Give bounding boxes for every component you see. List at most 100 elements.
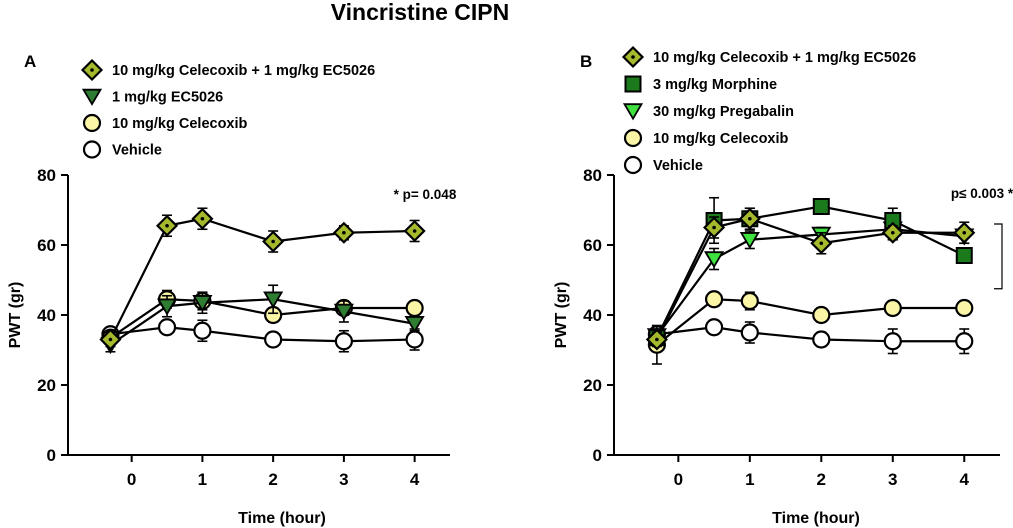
panel-a-point-vehicle-2 — [193, 321, 212, 340]
panel-a-point-10-mg-kg-celecoxib-1-mg-kg-ec5026-5-dot — [412, 229, 417, 233]
panel-b-x-tick-label-3: 3 — [888, 470, 897, 489]
panel-b-point-30-mg-kg-pregabalin-2 — [739, 232, 760, 250]
panel-b-point-10-mg-kg-celecoxib-4 — [883, 298, 902, 318]
panel-b-point-vehicle-1 — [704, 318, 724, 337]
figure-title: Vincristine CIPN — [331, 0, 510, 25]
panel-a-point-vehicle-4 — [334, 332, 353, 351]
panel-b-point-10-mg-kg-celecoxib-1-mg-kg-ec5026-1-dot — [712, 225, 716, 230]
panel-a-y-tick-label-60: 60 — [37, 236, 56, 255]
panel-b-series-10-mg-kg-celecoxib — [647, 290, 974, 365]
panel-a-line-10-mg-kg-celecoxib-1-mg-kg-ec5026 — [109, 217, 415, 340]
panel-a-legend-label-vehicle: Vehicle — [112, 143, 162, 159]
panel-a-y-tick-label-0: 0 — [47, 446, 56, 465]
panel-b-legend-marker-3-mg-kg-morphine — [624, 75, 642, 93]
panel-b-line-3-mg-kg-morphine — [655, 205, 965, 339]
panel-a-point-vehicle-3 — [264, 330, 283, 349]
panel-a-point-10-mg-kg-celecoxib-1-mg-kg-ec5026-3-dot — [271, 239, 275, 244]
panel-a-point-10-mg-kg-celecoxib-1-mg-kg-ec5026-2-dot — [200, 216, 205, 221]
panel-a-point-1-mg-kg-ec5026-4 — [333, 303, 354, 321]
panel-a-point-10-mg-kg-celecoxib-1-mg-kg-ec5026-5 — [403, 219, 426, 243]
panel-b-point-10-mg-kg-celecoxib-1-mg-kg-ec5026-0 — [645, 328, 668, 351]
panel-b-y-tick-label-20: 20 — [583, 376, 602, 395]
panel-a-legend-marker-1-mg-kg-ec5026 — [81, 88, 103, 106]
panel-b-line-10-mg-kg-celecoxib-1-mg-kg-ec5026 — [655, 217, 965, 341]
panel-a-y-tick-label-40: 40 — [37, 306, 56, 325]
panel-a-legend: 10 mg/kg Celecoxib + 1 mg/kg EC5026 1 mg/… — [80, 58, 375, 159]
panel-a-line-1-mg-kg-ec5026 — [109, 298, 415, 346]
panel-b-legend-marker-10-mg-kg-celecoxib — [623, 128, 643, 148]
panel-a-legend-label-10-mg-kg-celecoxib: 10 mg/kg Celecoxib — [112, 116, 248, 132]
panel-a-point-1-mg-kg-ec5026-3 — [263, 291, 284, 309]
panel-a-legend-marker-10-mg-kg-celecoxib — [82, 113, 102, 133]
panel-b-line-vehicle — [656, 326, 965, 343]
panel-a-point-10-mg-kg-celecoxib-1-mg-kg-ec5026-3 — [262, 230, 285, 253]
panel-b-point-10-mg-kg-celecoxib-1 — [704, 290, 724, 309]
panel-a-x-tick-label-3: 3 — [339, 470, 348, 489]
panel-b-legend-label-vehicle: Vehicle — [653, 158, 703, 174]
panel-a-point-10-mg-kg-celecoxib-1-mg-kg-ec5026-1 — [155, 214, 179, 237]
panel-b-point-3-mg-kg-morphine-5 — [955, 247, 973, 264]
panel-a: A 0 20 40 60 80 0 1 2 3 4 Time (hour) PWT (gr) 10 mg/… — [7, 52, 457, 527]
panel-b-legend-marker-10-mg-kg-celecoxib-1-mg-kg-ec5026 — [621, 45, 645, 69]
panel-b-point-vehicle-4 — [883, 332, 902, 351]
panel-b-point-vehicle-5 — [955, 332, 974, 351]
panel-a-point-10-mg-kg-celecoxib-1-mg-kg-ec5026-0 — [99, 328, 122, 351]
panel-b-point-10-mg-kg-celecoxib-1-mg-kg-ec5026-3-dot — [819, 241, 824, 246]
panel-b-point-30-mg-kg-pregabalin-1 — [704, 251, 725, 269]
panel-b-point-10-mg-kg-celecoxib-1-mg-kg-ec5026-0-dot — [655, 337, 659, 342]
panel-a-line-10-mg-kg-celecoxib — [109, 298, 415, 339]
panel-a-y-tick-label-20: 20 — [37, 376, 56, 395]
panel-b-legend-marker-vehicle — [623, 155, 643, 175]
panel-a-point-1-mg-kg-ec5026-5 — [404, 316, 425, 334]
panel-a-legend-marker-vehicle — [82, 140, 102, 159]
panel-b-y-tick-label-0: 0 — [593, 446, 602, 465]
panel-a-significance-annotation: * p= 0.048 — [394, 187, 457, 202]
panel-b-point-vehicle-3 — [812, 330, 831, 349]
panel-a-point-10-mg-kg-celecoxib-1-mg-kg-ec5026-4-dot — [342, 230, 346, 235]
panel-b-series-vehicle — [647, 318, 974, 355]
panel-b-legend-label-10-mg-kg-celecoxib-1-mg-kg-ec5026: 10 mg/kg Celecoxib + 1 mg/kg EC5026 — [653, 50, 916, 66]
panel-b-legend-marker-10-mg-kg-celecoxib-1-mg-kg-ec5026-dot — [631, 55, 635, 59]
panel-b-point-3-mg-kg-morphine-3 — [812, 198, 830, 215]
panel-b-line-10-mg-kg-celecoxib — [656, 298, 965, 346]
panel-a-legend-label-1-mg-kg-ec5026: 1 mg/kg EC5026 — [112, 90, 223, 106]
panel-a-point-1-mg-kg-ec5026-2 — [192, 295, 213, 313]
panel-b-x-tick-label-4: 4 — [960, 470, 970, 489]
panel-b-legend-label-10-mg-kg-celecoxib: 10 mg/kg Celecoxib — [653, 131, 789, 147]
panel-a-legend-label-10-mg-kg-celecoxib-1-mg-kg-ec5026: 10 mg/kg Celecoxib + 1 mg/kg EC5026 — [112, 63, 375, 79]
panel-b-point-10-mg-kg-celecoxib-1-mg-kg-ec5026-4-dot — [890, 230, 895, 235]
panel-b: B 0 20 40 60 80 0 1 2 3 4 Time (hour) PWT (gr) 10 mg/… — [553, 45, 1013, 527]
panel-a-x-tick-label-0: 0 — [127, 470, 136, 489]
panel-a-point-10-mg-kg-celecoxib-1-mg-kg-ec5026-1-dot — [165, 223, 169, 228]
panel-b-point-10-mg-kg-celecoxib-2 — [740, 291, 759, 311]
panel-b-x-tick-label-2: 2 — [817, 470, 826, 489]
panel-b-legend-marker-30-mg-kg-pregabalin — [622, 103, 644, 121]
panel-b-legend: 10 mg/kg Celecoxib + 1 mg/kg EC5026 3 mg/… — [621, 45, 916, 175]
panel-b-point-10-mg-kg-celecoxib-1-mg-kg-ec5026-2 — [738, 207, 761, 230]
panel-b-point-10-mg-kg-celecoxib-1-mg-kg-ec5026-5-dot — [962, 230, 967, 235]
panel-b-x-tick-label-0: 0 — [674, 470, 683, 489]
panel-a-line-vehicle — [110, 326, 415, 343]
panel-b-y-tick-label-40: 40 — [583, 306, 602, 325]
panel-a-point-10-mg-kg-celecoxib-5 — [405, 298, 424, 318]
panel-a-point-vehicle-1 — [157, 318, 177, 337]
panel-a-y-axis-title: PWT (gr) — [7, 282, 24, 349]
panel-b-significance-bracket — [994, 223, 1003, 290]
panel-a-point-10-mg-kg-celecoxib-1-mg-kg-ec5026-2 — [191, 207, 214, 230]
panel-a-point-10-mg-kg-celecoxib-1-mg-kg-ec5026-0-dot — [108, 337, 113, 342]
panel-b-x-tick-label-1: 1 — [745, 470, 754, 489]
panel-a-x-tick-label-4: 4 — [410, 470, 420, 489]
panel-b-line-30-mg-kg-pregabalin — [656, 228, 965, 337]
panel-b-significance-annotation: p≤ 0.003 * — [951, 186, 1013, 201]
panel-b-y-tick-label-60: 60 — [583, 236, 602, 255]
panel-a-legend-marker-10-mg-kg-celecoxib-1-mg-kg-ec5026-dot — [90, 68, 94, 72]
panel-b-point-10-mg-kg-celecoxib-1-mg-kg-ec5026-2-dot — [748, 216, 752, 221]
panel-b-point-10-mg-kg-celecoxib-3 — [812, 305, 831, 325]
panel-a-point-1-mg-kg-ec5026-1 — [156, 298, 178, 316]
panel-b-series-30-mg-kg-pregabalin — [646, 217, 975, 346]
panel-a-series-1-mg-kg-ec5026 — [100, 284, 425, 355]
panel-b-point-10-mg-kg-celecoxib-1-mg-kg-ec5026-3 — [810, 232, 833, 255]
panel-b-point-10-mg-kg-celecoxib-5 — [955, 298, 974, 318]
panel-a-legend-marker-10-mg-kg-celecoxib-1-mg-kg-ec5026 — [80, 58, 104, 82]
